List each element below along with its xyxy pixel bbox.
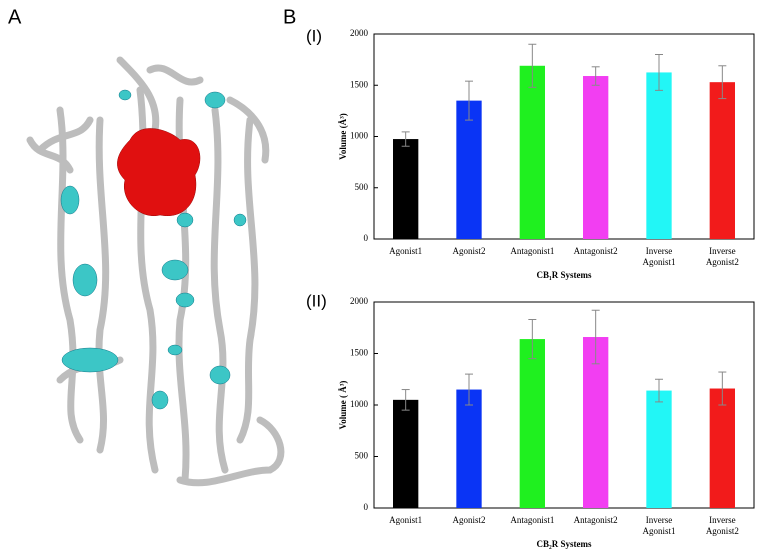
x-tick-label: Agonist1 bbox=[389, 246, 423, 256]
bar bbox=[583, 337, 609, 508]
x-tick-label: Antagonist1 bbox=[510, 515, 555, 525]
y-tick-label: 2000 bbox=[350, 28, 369, 38]
y-tick-label: 1000 bbox=[350, 399, 369, 409]
panel-label: B bbox=[283, 6, 296, 28]
x-tick-label: Agonist2 bbox=[452, 515, 486, 525]
bar bbox=[456, 100, 482, 239]
x-tick-label: Inverse Agonist1 bbox=[642, 515, 676, 536]
error-bar bbox=[718, 371, 727, 406]
bar bbox=[519, 339, 545, 508]
plot-frame bbox=[373, 301, 755, 509]
error-bar bbox=[465, 80, 473, 121]
x-tick-label: Inverse Agonist2 bbox=[705, 246, 739, 267]
bar bbox=[456, 389, 482, 508]
error-bar bbox=[528, 319, 537, 360]
error-bar bbox=[655, 54, 663, 91]
error-bar bbox=[401, 389, 410, 411]
x-tick-label: Agonist1 bbox=[389, 515, 423, 525]
y-tick-label: 2000 bbox=[350, 296, 369, 306]
y-tick-label: 0 bbox=[364, 233, 369, 243]
bar bbox=[709, 82, 735, 239]
x-axis-label: CB₂R Systems bbox=[537, 539, 592, 549]
panel-label: A bbox=[8, 6, 22, 28]
protein-illustration bbox=[26, 56, 285, 487]
error-bar bbox=[465, 373, 473, 406]
error-bar bbox=[591, 66, 600, 86]
bar bbox=[519, 65, 545, 240]
error-bar bbox=[591, 309, 600, 365]
bar bbox=[393, 139, 419, 239]
error-bar bbox=[655, 378, 663, 403]
cavity-red bbox=[117, 128, 201, 217]
y-tick-label: 1500 bbox=[350, 79, 369, 89]
x-axis-label: CB₁R Systems bbox=[537, 270, 592, 280]
cavity-cyan bbox=[60, 89, 247, 410]
x-tick-label: Antagonist2 bbox=[573, 246, 618, 256]
x-tick-label: Agonist2 bbox=[452, 246, 486, 256]
plot-frame bbox=[373, 33, 755, 240]
bar bbox=[646, 390, 672, 508]
error-bar bbox=[401, 131, 410, 147]
y-tick-label: 1000 bbox=[350, 131, 369, 141]
x-tick-label: Antagonist2 bbox=[573, 515, 618, 525]
y-tick-label: 500 bbox=[355, 182, 369, 192]
bar bbox=[583, 76, 609, 240]
y-tick-label: 0 bbox=[364, 502, 369, 512]
x-tick-label: Inverse Agonist1 bbox=[642, 246, 676, 267]
y-axis-label: Volume ( Å³) bbox=[338, 381, 348, 430]
y-tick-label: 500 bbox=[355, 451, 369, 461]
error-bar bbox=[528, 43, 537, 88]
bar bbox=[646, 72, 672, 239]
x-tick-label: Inverse Agonist2 bbox=[705, 515, 739, 536]
error-bar bbox=[718, 65, 727, 100]
x-tick-label: Antagonist1 bbox=[510, 246, 555, 256]
y-axis-label: Volume (Å³) bbox=[338, 113, 348, 160]
bar bbox=[393, 399, 419, 508]
chart-title: (I) bbox=[306, 26, 322, 45]
chart-title: (II) bbox=[306, 291, 327, 310]
bar bbox=[709, 388, 735, 508]
y-tick-label: 1500 bbox=[350, 348, 369, 358]
